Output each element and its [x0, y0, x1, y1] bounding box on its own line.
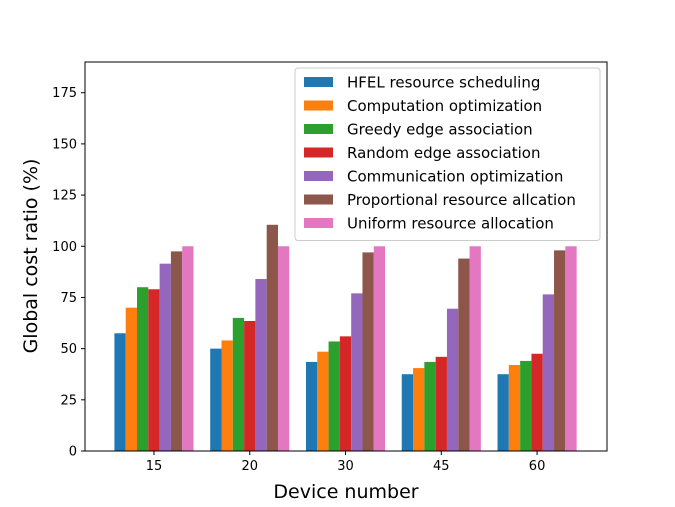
bar [125, 307, 138, 451]
bar-group [497, 246, 577, 451]
bar-groups [114, 224, 577, 451]
y-tick-label: 175 [52, 86, 77, 101]
bar [435, 356, 447, 451]
y-tick-label: 0 [69, 445, 77, 460]
bar [159, 263, 171, 451]
bar [232, 317, 245, 451]
bar [317, 351, 329, 451]
x-axis: 15 20 30 45 60 [146, 451, 546, 474]
bar [497, 374, 509, 451]
bar [339, 336, 352, 451]
bar [554, 250, 566, 451]
legend-label: Computation optimization [347, 97, 542, 115]
y-tick-label: 125 [52, 189, 77, 204]
bar [424, 361, 436, 451]
y-axis: 0 25 50 75 100 125 150 175 [52, 86, 85, 460]
y-tick-label: 75 [60, 291, 77, 306]
y-tick-label: 100 [52, 240, 77, 255]
x-tick-label: 30 [337, 459, 354, 474]
legend: HFEL resource scheduling Computation opti… [294, 67, 601, 241]
x-tick-label: 45 [433, 459, 450, 474]
bar-group [114, 246, 194, 451]
x-tick-label: 15 [146, 459, 163, 474]
y-tick-label: 50 [60, 342, 77, 357]
bar [148, 289, 160, 451]
bar [469, 246, 481, 451]
legend-swatch [304, 77, 333, 87]
legend-swatch [304, 218, 333, 228]
bar [401, 374, 414, 451]
bar [305, 361, 318, 451]
bar [221, 340, 233, 451]
bar [413, 368, 425, 451]
bar [137, 287, 149, 451]
legend-label: Greedy edge association [347, 121, 533, 139]
bar [114, 333, 126, 451]
bar [565, 246, 577, 451]
bar [182, 246, 194, 451]
bar [542, 294, 555, 451]
legend-swatch [304, 124, 333, 134]
legend-label: Proportional resource allcation [347, 191, 576, 209]
bar [170, 251, 183, 451]
bar [351, 293, 363, 451]
bar [531, 353, 543, 451]
legend-label: Communication optimization [347, 168, 563, 186]
bar [446, 308, 459, 451]
bar-group [210, 224, 290, 451]
bar [373, 246, 386, 451]
bar [255, 279, 267, 451]
legend-swatch [304, 147, 333, 158]
legend-swatch [304, 171, 333, 181]
bar-group [305, 246, 386, 451]
x-axis-title: Device number [273, 481, 418, 503]
y-tick-label: 25 [60, 393, 77, 408]
bar-group [401, 246, 481, 451]
legend-swatch [304, 100, 333, 111]
y-tick-label: 150 [52, 137, 77, 152]
bar [458, 258, 470, 451]
x-tick-label: 20 [241, 459, 258, 474]
legend-swatch [304, 194, 333, 205]
bar [244, 320, 256, 451]
bar [210, 348, 222, 451]
legend-label: HFEL resource scheduling [347, 74, 540, 92]
bar [277, 246, 290, 451]
y-axis-title: Global cost ratio (%) [20, 159, 42, 354]
bar [266, 224, 278, 451]
legend-box [294, 67, 601, 241]
bar [508, 365, 521, 451]
bar [362, 252, 374, 451]
legend-label: Random edge association [347, 144, 540, 162]
legend-label: Uniform resource allocation [347, 215, 554, 233]
x-tick-label: 60 [529, 459, 546, 474]
bar [520, 360, 532, 451]
bar [328, 341, 340, 451]
